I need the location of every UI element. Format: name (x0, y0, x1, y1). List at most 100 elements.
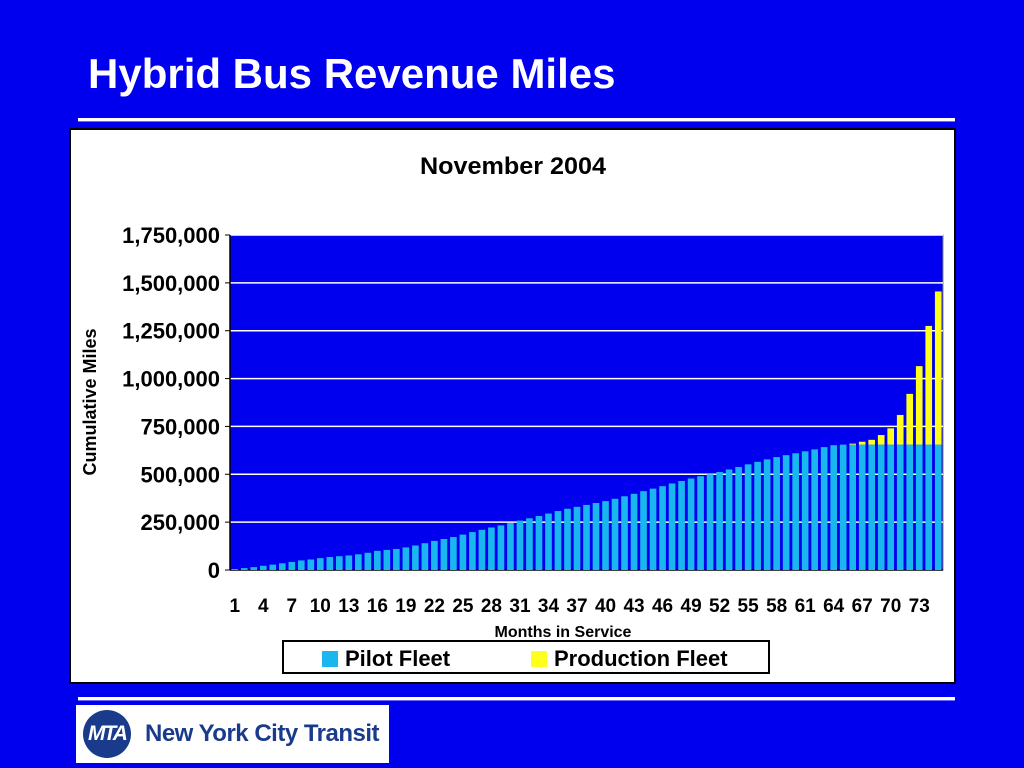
bar-pilot-63 (820, 447, 828, 570)
bar-pilot-7 (288, 561, 296, 570)
bar-pilot-8 (297, 560, 305, 570)
bar-pilot-50 (697, 476, 704, 570)
legend-label-pilot-fleet: Pilot Fleet (345, 646, 451, 671)
y-tick-label-1: 250,000 (140, 510, 220, 535)
x-tick-label-40: 40 (595, 596, 616, 617)
bar-pilot-47 (668, 483, 676, 570)
bar-pilot-57 (763, 459, 771, 570)
bar-pilot-73 (915, 444, 923, 570)
bar-pilot-53 (725, 469, 733, 570)
bar-pilot-27 (478, 529, 486, 570)
bar-pilot-29 (497, 525, 505, 570)
x-tick-label-10: 10 (310, 596, 331, 617)
bar-production-66 (849, 443, 857, 445)
bar-pilot-25 (459, 534, 467, 570)
bar-pilot-39 (592, 503, 600, 570)
x-tick-label-7: 7 (287, 596, 298, 617)
bar-pilot-64 (830, 445, 838, 570)
x-tick-label-61: 61 (795, 596, 817, 617)
bar-production-68 (868, 439, 876, 445)
x-tick-label-31: 31 (509, 596, 531, 617)
bar-pilot-34 (545, 513, 552, 570)
bar-pilot-56 (754, 461, 761, 570)
bar-pilot-11 (326, 556, 334, 570)
x-tick-label-4: 4 (258, 596, 269, 617)
bar-pilot-15 (364, 552, 372, 570)
bar-pilot-36 (564, 508, 571, 570)
bar-pilot-44 (640, 491, 647, 570)
bar-pilot-35 (554, 511, 562, 570)
bar-pilot-28 (488, 527, 495, 570)
bar-production-70 (887, 428, 895, 445)
bar-pilot-74 (925, 444, 933, 570)
legend-item-pilot-fleet: Pilot Fleet (322, 646, 450, 672)
bar-production-73 (915, 366, 923, 445)
bar-production-75 (934, 291, 942, 445)
legend-swatch-pilot-fleet (322, 651, 338, 667)
bar-pilot-48 (678, 480, 685, 570)
y-tick-label-6: 1,500,000 (122, 271, 220, 296)
bar-pilot-30 (507, 523, 514, 570)
bar-pilot-23 (440, 538, 448, 570)
bar-pilot-71 (896, 444, 904, 570)
bar-pilot-6 (278, 563, 286, 570)
bar-pilot-49 (687, 478, 695, 570)
bar-pilot-38 (583, 504, 590, 570)
bar-pilot-17 (383, 549, 391, 570)
bar-pilot-14 (355, 554, 362, 570)
bar-pilot-40 (602, 501, 609, 570)
x-tick-label-43: 43 (623, 596, 644, 617)
bar-pilot-9 (307, 559, 315, 570)
chart-legend: Pilot Fleet Production Fleet (282, 640, 770, 674)
bar-pilot-26 (469, 532, 476, 570)
bar-pilot-58 (773, 457, 780, 570)
bar-production-72 (906, 393, 914, 445)
top-divider (78, 118, 955, 121)
x-tick-label-49: 49 (681, 596, 702, 617)
bar-pilot-66 (849, 444, 857, 570)
bar-production-74 (925, 325, 933, 445)
y-tick-label-7: 1,750,000 (122, 223, 220, 248)
bar-pilot-46 (659, 486, 666, 570)
x-axis-label: Months in Service (495, 624, 632, 641)
bar-pilot-61 (801, 451, 809, 570)
y-tick-label-0: 0 (208, 558, 220, 583)
bar-production-69 (877, 435, 885, 445)
x-tick-label-52: 52 (709, 596, 730, 617)
legend-label-production-fleet: Production Fleet (554, 646, 728, 671)
x-tick-label-28: 28 (481, 596, 502, 617)
bar-pilot-43 (630, 493, 638, 570)
x-tick-label-1: 1 (229, 596, 240, 617)
chart-title: November 2004 (420, 153, 607, 180)
x-tick-label-37: 37 (566, 596, 587, 617)
bar-pilot-31 (516, 520, 524, 570)
bar-pilot-60 (792, 453, 799, 570)
bar-pilot-21 (421, 543, 429, 570)
legend-item-production-fleet: Production Fleet (531, 646, 728, 672)
bar-pilot-65 (839, 444, 847, 570)
x-tick-label-25: 25 (452, 596, 474, 617)
bar-pilot-4 (259, 565, 267, 570)
bar-pilot-72 (906, 444, 914, 570)
bar-pilot-51 (706, 474, 714, 570)
bar-pilot-5 (269, 564, 277, 570)
legend-swatch-production-fleet (531, 651, 547, 667)
bar-pilot-45 (649, 488, 657, 570)
y-tick-label-3: 750,000 (140, 414, 220, 439)
bar-pilot-33 (535, 516, 543, 570)
x-tick-label-19: 19 (395, 596, 416, 617)
bar-pilot-22 (431, 540, 438, 570)
bar-pilot-20 (412, 545, 419, 570)
mta-logo-mark: MTA (83, 710, 131, 758)
bar-production-67 (858, 441, 866, 445)
x-tick-label-34: 34 (538, 596, 560, 617)
nyct-logo: MTA New York City Transit (76, 705, 389, 763)
bar-pilot-24 (450, 537, 457, 570)
bar-pilot-32 (526, 518, 533, 570)
bar-pilot-70 (887, 444, 895, 570)
bar-pilot-41 (611, 498, 619, 570)
bar-pilot-12 (335, 556, 343, 570)
x-tick-label-73: 73 (909, 596, 930, 617)
bar-pilot-3 (250, 567, 258, 570)
bar-pilot-10 (316, 558, 324, 570)
